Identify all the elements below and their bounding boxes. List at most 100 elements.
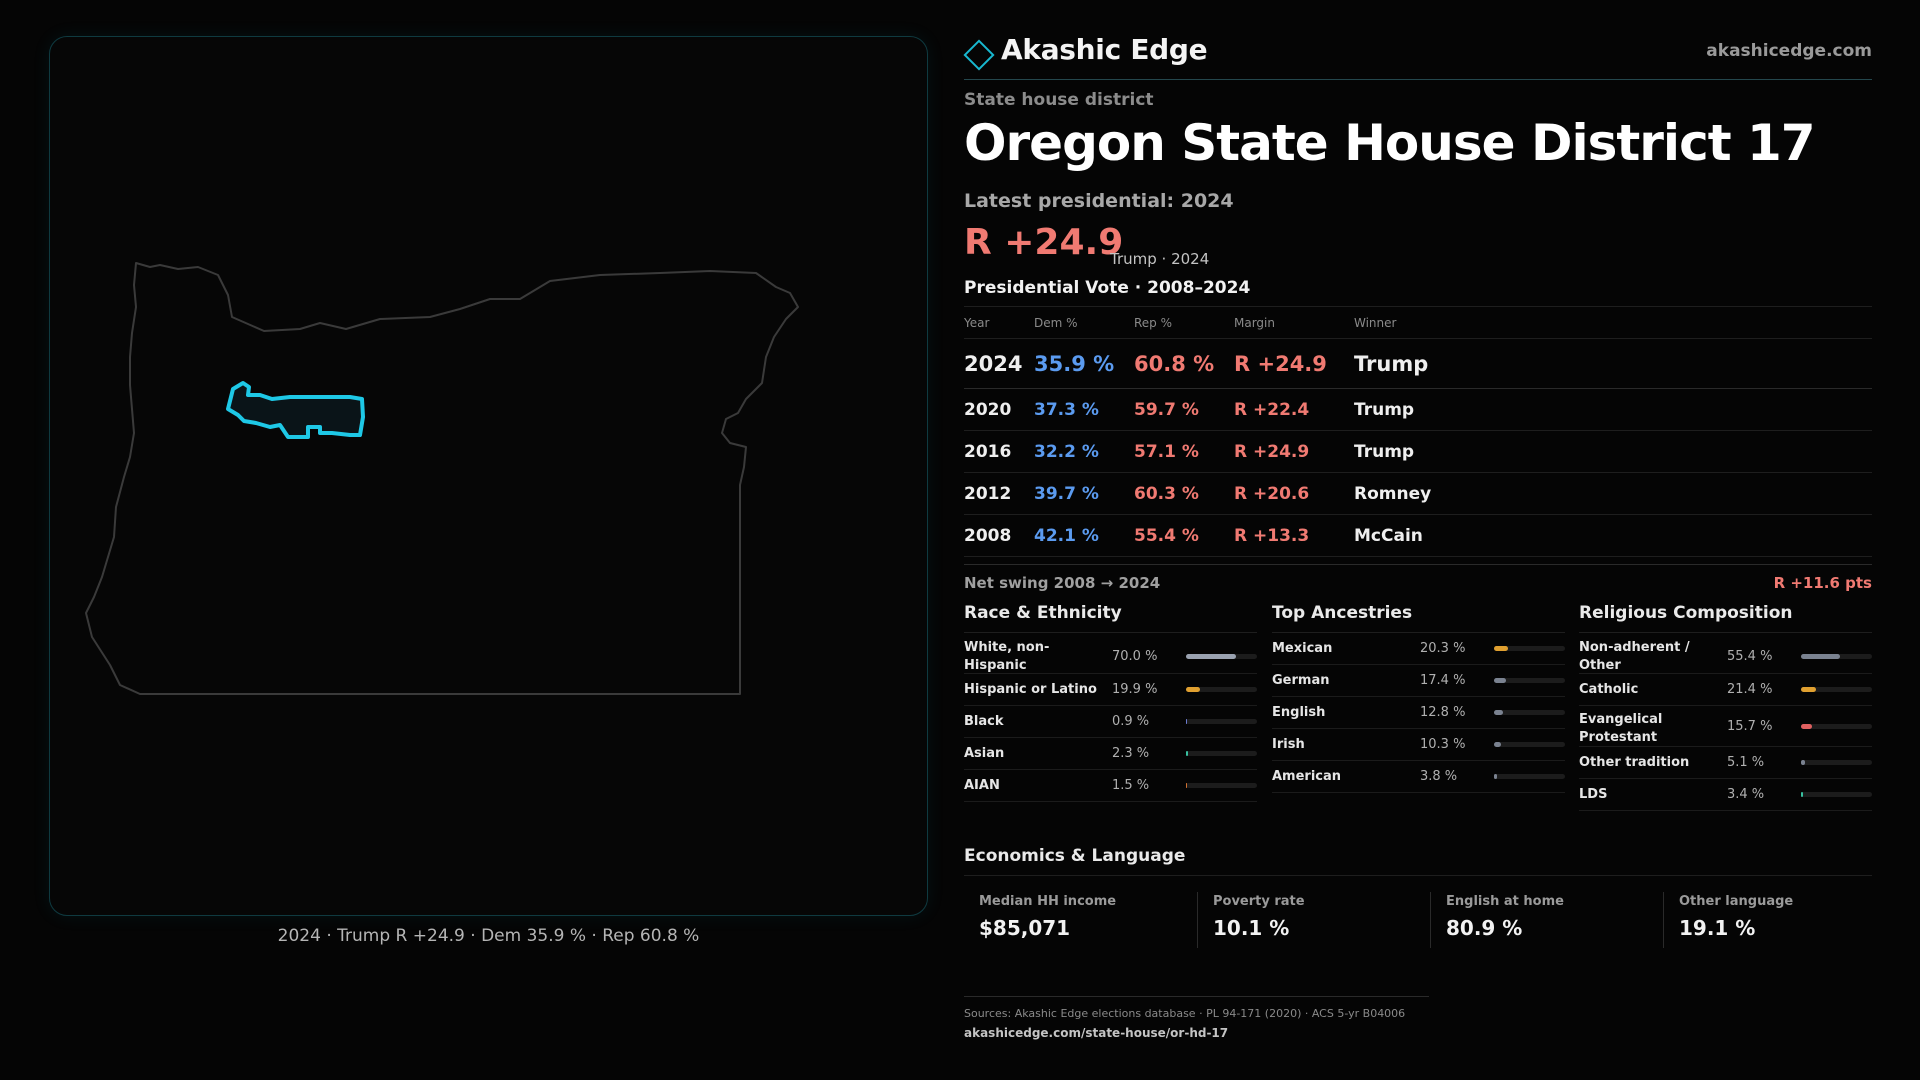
state-map xyxy=(85,262,799,695)
cell-winner: McCain xyxy=(1354,526,1423,546)
econ-value: 80.9 % xyxy=(1446,916,1523,940)
demo-label: Other tradition xyxy=(1579,755,1690,770)
demo-pct: 5.1 % xyxy=(1727,755,1765,770)
demo-label: Mexican xyxy=(1272,641,1333,656)
oregon-outline xyxy=(85,262,799,695)
demo-bar xyxy=(1801,760,1872,765)
demo-label: German xyxy=(1272,673,1330,688)
demo-label: English xyxy=(1272,705,1326,720)
header-winner: Winner xyxy=(1354,316,1397,330)
demo-bar xyxy=(1801,687,1872,692)
econ-cell-english: English at home 80.9 % xyxy=(1430,892,1650,948)
demo-label: Hispanic or Latino xyxy=(964,682,1097,697)
cell-margin: R +22.4 xyxy=(1234,400,1310,420)
econ-value: 19.1 % xyxy=(1679,916,1756,940)
demo-bar xyxy=(1494,646,1565,651)
cell-rep: 55.4 % xyxy=(1134,526,1199,546)
map-caption: 2024 · Trump R +24.9 · Dem 35.9 % · Rep … xyxy=(277,926,700,946)
cell-year: 2008 xyxy=(964,526,1012,546)
demo-bar xyxy=(1801,792,1872,797)
demo-bar-fill xyxy=(1801,724,1813,729)
cell-margin: R +13.3 xyxy=(1234,526,1310,546)
swing-label: Net swing 2008 → 2024 xyxy=(964,574,1161,592)
cell-dem: 32.2 % xyxy=(1034,442,1099,462)
demo-pct: 17.4 % xyxy=(1420,673,1466,688)
demo-pct: 21.4 % xyxy=(1727,682,1773,697)
demo-row: Other tradition 5.1 % xyxy=(1579,747,1872,779)
demo-bar-fill xyxy=(1494,678,1507,683)
ancestries-section: Top Ancestries Mexican 20.3 % German 17.… xyxy=(1272,603,1565,793)
cell-year: 2016 xyxy=(964,442,1012,462)
site-link[interactable]: akashicedge.com xyxy=(1706,41,1872,61)
ancestry-title: Top Ancestries xyxy=(1272,603,1565,633)
demo-bar-fill xyxy=(1801,792,1804,797)
cell-winner: Trump xyxy=(1354,442,1415,462)
demo-pct: 3.4 % xyxy=(1727,787,1765,802)
map-panel[interactable] xyxy=(49,36,928,916)
demo-label: White, non-Hispanic xyxy=(964,640,1050,673)
demo-bar xyxy=(1186,751,1257,756)
demo-row: Mexican 20.3 % xyxy=(1272,633,1565,665)
religion-section: Religious Composition Non-adherent / Oth… xyxy=(1579,603,1872,811)
religion-title: Religious Composition xyxy=(1579,603,1872,633)
demo-row: LDS 3.4 % xyxy=(1579,779,1872,811)
demo-row: Catholic 21.4 % xyxy=(1579,674,1872,706)
brand-name[interactable]: Akashic Edge xyxy=(1001,33,1208,66)
sources: Sources: Akashic Edge elections database… xyxy=(964,996,1429,1040)
cell-dem: 35.9 % xyxy=(1034,352,1115,376)
demo-row: Non-adherent / Other 55.4 % xyxy=(1579,633,1872,674)
table-row: 2020 37.3 % 59.7 % R +22.4 Trump xyxy=(964,389,1872,431)
demo-row: Hispanic or Latino 19.9 % xyxy=(964,674,1257,706)
table-row: 2024 35.9 % 60.8 % R +24.9 Trump xyxy=(964,339,1872,389)
demo-pct: 70.0 % xyxy=(1112,649,1158,664)
demo-bar-fill xyxy=(1186,687,1201,692)
economics-title: Economics & Language xyxy=(964,846,1872,876)
latest-margin-sub: Trump · 2024 xyxy=(1110,250,1210,268)
cell-dem: 37.3 % xyxy=(1034,400,1099,420)
demo-bar xyxy=(1494,678,1565,683)
swing-value: R +11.6 pts xyxy=(1773,574,1872,592)
header-dem: Dem % xyxy=(1034,316,1078,330)
cell-rep: 60.8 % xyxy=(1134,352,1215,376)
demo-bar-fill xyxy=(1186,783,1188,788)
demo-bar-fill xyxy=(1801,654,1841,659)
demo-bar-fill xyxy=(1186,751,1188,756)
demo-pct: 2.3 % xyxy=(1112,746,1150,761)
demo-label: Asian xyxy=(964,746,1005,761)
race-ethnicity-section: Race & Ethnicity White, non-Hispanic 70.… xyxy=(964,603,1257,802)
latest-margin: R +24.9 xyxy=(964,222,1124,263)
header-rep: Rep % xyxy=(1134,316,1173,330)
demo-row: English 12.8 % xyxy=(1272,697,1565,729)
demo-bar-fill xyxy=(1494,646,1509,651)
demo-bar xyxy=(1494,774,1565,779)
presidential-table: Year Dem % Rep % Margin Winner 2024 35.9… xyxy=(964,306,1872,557)
econ-cell-poverty: Poverty rate 10.1 % xyxy=(1197,892,1417,948)
district-17-highlight[interactable] xyxy=(226,381,365,439)
header: Akashic Edge akashicedge.com xyxy=(963,32,1872,80)
demo-bar-fill xyxy=(1801,687,1817,692)
demo-label: LDS xyxy=(1579,787,1608,802)
econ-cell-other-language: Other language 19.1 % xyxy=(1663,892,1883,948)
demo-row: American 3.8 % xyxy=(1272,761,1565,793)
demo-bar-fill xyxy=(1494,742,1502,747)
demo-pct: 10.3 % xyxy=(1420,737,1466,752)
demo-label: American xyxy=(1272,769,1342,784)
demo-label: Catholic xyxy=(1579,682,1639,697)
demo-pct: 3.8 % xyxy=(1420,769,1458,784)
demo-pct: 12.8 % xyxy=(1420,705,1466,720)
demo-pct: 15.7 % xyxy=(1727,719,1773,734)
demo-row: German 17.4 % xyxy=(1272,665,1565,697)
cell-margin: R +24.9 xyxy=(1234,442,1310,462)
latest-label: Latest presidential: 2024 xyxy=(964,190,1234,212)
demo-bar-fill xyxy=(1494,774,1497,779)
net-swing: Net swing 2008 → 2024 R +11.6 pts xyxy=(964,564,1872,600)
demo-pct: 55.4 % xyxy=(1727,649,1773,664)
demo-bar-fill xyxy=(1494,710,1504,715)
cell-year: 2012 xyxy=(964,484,1012,504)
table-row: 2008 42.1 % 55.4 % R +13.3 McCain xyxy=(964,515,1872,557)
cell-margin: R +20.6 xyxy=(1234,484,1310,504)
table-row: 2012 39.7 % 60.3 % R +20.6 Romney xyxy=(964,473,1872,515)
cell-rep: 57.1 % xyxy=(1134,442,1199,462)
page-url-link[interactable]: akashicedge.com/state-house/or-hd-17 xyxy=(964,1026,1229,1040)
econ-label: Median HH income xyxy=(979,894,1117,909)
